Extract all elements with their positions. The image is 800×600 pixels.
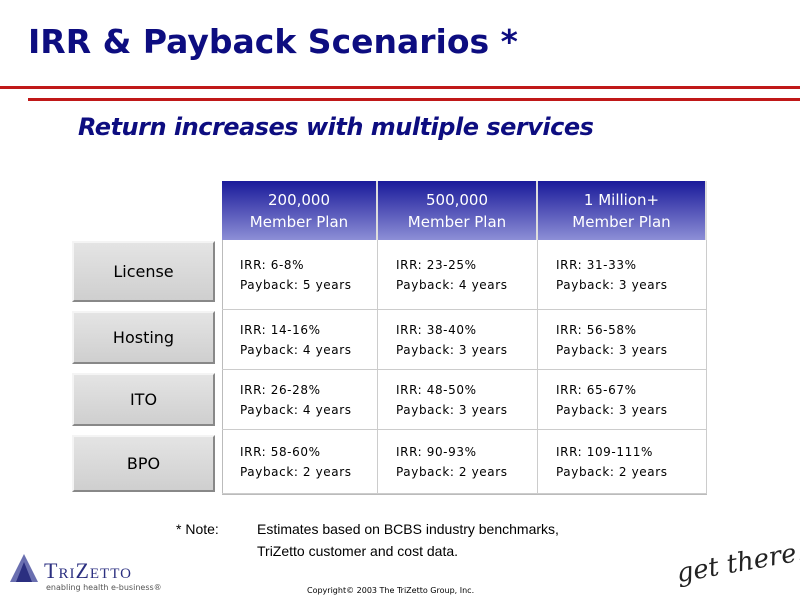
header-line: Member Plan — [249, 212, 349, 231]
cell-line: IRR: 14-16% — [240, 322, 321, 337]
table-cell: IRR: 26-28% Payback: 4 years — [222, 370, 378, 430]
header-line: 1 Million+ — [583, 190, 660, 209]
row-label: BPO — [72, 435, 215, 492]
cell-line: Payback: 3 years — [556, 402, 668, 417]
cell-line: IRR: 48-50% — [396, 382, 477, 397]
table-cell: IRR: 58-60% Payback: 2 years — [222, 430, 378, 494]
logo-tagline: enabling health e-business® — [46, 583, 162, 592]
signature: get there. — [674, 536, 800, 590]
cell-line: IRR: 38-40% — [396, 322, 477, 337]
column-header: 200,000 Member Plan — [222, 181, 378, 240]
cell-line: Payback: 2 years — [396, 464, 508, 479]
cell-line: Payback: 2 years — [240, 464, 352, 479]
table-cell: IRR: 90-93% Payback: 2 years — [378, 430, 538, 494]
copyright: Copyright© 2003 The TriZetto Group, Inc. — [307, 586, 475, 595]
cell-line: IRR: 65-67% — [556, 382, 637, 397]
rule — [0, 86, 800, 89]
header-line: Member Plan — [572, 212, 671, 231]
table-cell: IRR: 31-33% Payback: 3 years — [538, 240, 707, 310]
cell-line: IRR: 26-28% — [240, 382, 321, 397]
header-line: 500,000 — [425, 190, 489, 209]
column-header: 1 Million+ Member Plan — [538, 181, 707, 240]
cell-line: IRR: 31-33% — [556, 257, 637, 272]
cell-line: Payback: 4 years — [240, 402, 352, 417]
logo-name: TriZetto — [44, 558, 132, 583]
cell-line: Payback: 5 years — [240, 277, 352, 292]
rule — [28, 98, 800, 101]
header-line: Member Plan — [407, 212, 507, 231]
table-cell: IRR: 6-8% Payback: 5 years — [222, 240, 378, 310]
logo-mark — [10, 554, 38, 582]
subtitle: Return increases with multiple services — [78, 113, 594, 141]
cell-line: IRR: 23-25% — [396, 257, 477, 272]
cell-line: IRR: 56-58% — [556, 322, 637, 337]
slide-title: IRR & Payback Scenarios * — [28, 22, 518, 61]
note-line: TriZetto customer and cost data. — [257, 543, 459, 559]
table-cell: IRR: 109-111% Payback: 2 years — [538, 430, 707, 494]
cell-line: IRR: 109-111% — [556, 444, 654, 459]
table-cell: IRR: 65-67% Payback: 3 years — [538, 370, 707, 430]
cell-line: IRR: 58-60% — [240, 444, 321, 459]
header-line: 200,000 — [267, 190, 331, 209]
row-label: Hosting — [72, 311, 215, 364]
note-line: Estimates based on BCBS industry benchma… — [257, 521, 559, 537]
cell-line: Payback: 3 years — [396, 402, 508, 417]
table-cell: IRR: 14-16% Payback: 4 years — [222, 310, 378, 370]
cell-line: Payback: 3 years — [396, 342, 508, 357]
column-header: 500,000 Member Plan — [378, 181, 538, 240]
cell-line: Payback: 4 years — [240, 342, 352, 357]
cell-line: Payback: 3 years — [556, 342, 668, 357]
table-cell: IRR: 48-50% Payback: 3 years — [378, 370, 538, 430]
row-label: ITO — [72, 373, 215, 426]
table-cell: IRR: 23-25% Payback: 4 years — [378, 240, 538, 310]
cell-line: Payback: 3 years — [556, 277, 668, 292]
cell-line: IRR: 6-8% — [240, 257, 305, 272]
table-cell: IRR: 56-58% Payback: 3 years — [538, 310, 707, 370]
row-label: License — [72, 241, 215, 302]
note-label: * Note: — [176, 521, 219, 537]
cell-line: Payback: 4 years — [396, 277, 508, 292]
cell-line: Payback: 2 years — [556, 464, 668, 479]
cell-line: IRR: 90-93% — [396, 444, 477, 459]
table-cell: IRR: 38-40% Payback: 3 years — [378, 310, 538, 370]
